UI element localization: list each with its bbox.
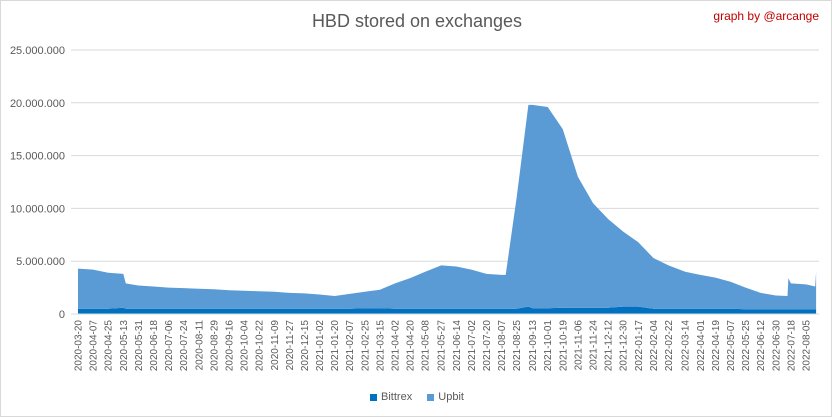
x-tick-label: 2022-08-05 xyxy=(802,320,813,372)
y-tick-label: 10.000.000 xyxy=(10,203,65,215)
x-tick-label: 2021-12-12 xyxy=(604,320,615,372)
x-tick-label: 2021-04-02 xyxy=(391,320,402,372)
y-tick-label: 15.000.000 xyxy=(10,151,65,163)
x-tick-label: 2020-04-07 xyxy=(89,320,100,372)
y-tick-label: 5.000.000 xyxy=(16,256,65,268)
x-tick-label: 2020-11-27 xyxy=(285,320,296,371)
x-tick-label: 2022-07-18 xyxy=(786,320,797,372)
x-tick-label: 2022-05-25 xyxy=(741,320,752,372)
x-tick-label: 2020-07-24 xyxy=(179,320,190,372)
y-tick-label: 25.000.000 xyxy=(10,45,65,57)
y-tick-label: 0 xyxy=(59,309,65,321)
x-tick-label: 2021-04-20 xyxy=(406,320,417,372)
x-tick-label: 2021-05-08 xyxy=(421,320,432,372)
x-tick-label: 2020-10-04 xyxy=(240,320,251,372)
x-tick-label: 2020-04-25 xyxy=(104,320,115,372)
legend: Bittrex Upbit xyxy=(1,391,831,404)
x-tick-label: 2022-02-04 xyxy=(649,320,660,372)
x-tick-label: 2021-09-13 xyxy=(528,320,539,372)
x-tick-label: 2021-08-25 xyxy=(512,320,523,372)
legend-item-upbit: Upbit xyxy=(427,391,464,403)
x-tick-label: 2021-03-15 xyxy=(375,320,386,372)
x-tick-label: 2020-09-16 xyxy=(224,320,235,372)
x-tick-label: 2020-05-31 xyxy=(134,320,145,372)
y-tick-label: 20.000.000 xyxy=(10,98,65,110)
x-tick-label: 2021-10-01 xyxy=(543,320,554,372)
x-tick-label: 2021-12-30 xyxy=(619,320,630,372)
legend-label-bittrex: Bittrex xyxy=(381,391,413,403)
x-tick-label: 2020-08-11 xyxy=(194,320,205,371)
x-tick-label: 2020-07-06 xyxy=(164,320,175,372)
x-tick-label: 2022-04-01 xyxy=(696,320,707,372)
x-tick-label: 2021-10-19 xyxy=(558,320,569,372)
x-tick-label: 2020-11-09 xyxy=(270,320,281,371)
x-tick-label: 2020-06-18 xyxy=(149,320,160,372)
x-tick-label: 2020-10-22 xyxy=(255,320,266,372)
x-tick-label: 2021-06-14 xyxy=(452,320,463,372)
area-series-upbit xyxy=(78,104,817,310)
area-series-bittrex xyxy=(78,306,817,314)
x-tick-label: 2021-11-24 xyxy=(588,320,599,371)
x-tick-label: 2020-08-29 xyxy=(209,320,220,372)
x-tick-label: 2021-05-27 xyxy=(437,320,448,372)
x-tick-label: 2020-05-13 xyxy=(119,320,130,372)
x-tick-label: 2022-06-30 xyxy=(771,320,782,372)
x-tick-label: 2021-07-20 xyxy=(482,320,493,372)
legend-label-upbit: Upbit xyxy=(438,391,464,403)
x-tick-label: 2021-02-25 xyxy=(360,320,371,372)
x-tick-label: 2021-02-07 xyxy=(345,320,356,372)
x-tick-label: 2020-03-20 xyxy=(74,320,85,372)
legend-item-bittrex: Bittrex xyxy=(370,391,412,403)
chart-title: HBD stored on exchanges xyxy=(311,11,523,31)
x-tick-label: 2021-07-02 xyxy=(467,320,478,372)
x-tick-label: 2021-01-20 xyxy=(330,320,341,372)
x-tick-label: 2021-01-02 xyxy=(315,320,326,372)
x-tick-label: 2022-04-19 xyxy=(711,320,722,372)
legend-swatch-bittrex xyxy=(370,393,378,401)
legend-swatch-upbit xyxy=(427,393,435,401)
x-tick-label: 2020-12-15 xyxy=(300,320,311,372)
x-tick-label: 2021-08-07 xyxy=(497,320,508,372)
x-tick-label: 2022-03-14 xyxy=(681,320,692,372)
x-tick-label: 2022-05-07 xyxy=(726,320,737,372)
chart-credit: graph by @arcange xyxy=(713,9,819,23)
x-tick-label: 2022-02-22 xyxy=(664,320,675,372)
x-tick-label: 2021-11-06 xyxy=(573,320,584,371)
x-tick-label: 2022-06-12 xyxy=(756,320,767,372)
x-tick-label: 2022-01-17 xyxy=(634,320,645,372)
